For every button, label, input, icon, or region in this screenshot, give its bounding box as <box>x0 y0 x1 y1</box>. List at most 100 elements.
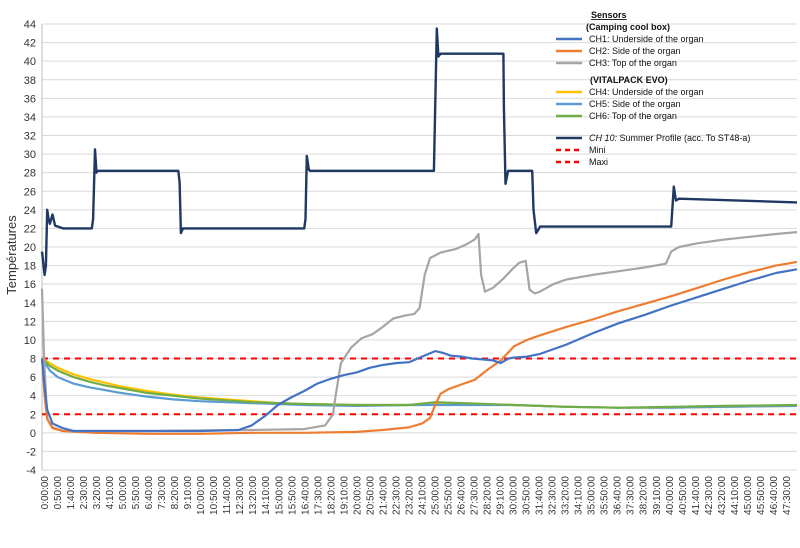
x-tick-label: 12:30:00 <box>235 476 246 515</box>
x-tick-label: 19:10:00 <box>339 476 350 515</box>
x-tick-label: 29:10:00 <box>496 476 507 515</box>
legend-group1-title: (Camping cool box) <box>586 22 670 32</box>
y-tick-label: 38 <box>24 75 36 87</box>
x-tick-label: 20:00:00 <box>352 476 363 515</box>
x-tick-label: 33:20:00 <box>561 476 572 515</box>
x-tick-label: 20:50:00 <box>365 476 376 515</box>
x-tick-label: 15:50:00 <box>287 476 298 515</box>
legend-label-ch4: CH4: Underside of the organ <box>589 87 704 97</box>
x-tick-label: 24:10:00 <box>417 476 428 515</box>
y-tick-label: 44 <box>24 19 36 31</box>
x-tick-label: 0:00:00 <box>40 476 51 510</box>
y-tick-label: 2 <box>30 409 36 421</box>
x-tick-label: 7:30:00 <box>157 476 168 510</box>
x-axis: 0:00:00 0:50:00 1:40:00 2:30:00 3:20:00 4:10:… <box>40 476 793 515</box>
series-lines <box>40 27 798 435</box>
x-tick-label: 3:20:00 <box>92 476 103 510</box>
x-tick-label: 40:50:00 <box>678 476 689 515</box>
x-tick-label: 30:00:00 <box>509 476 520 515</box>
legend-group2-title: (VITALPACK EVO) <box>590 75 668 85</box>
series-line-ch1 <box>40 268 798 433</box>
x-tick-label: 38:20:00 <box>639 476 650 515</box>
y-tick-label: 36 <box>24 93 36 105</box>
x-tick-label: 45:50:00 <box>756 476 767 515</box>
y-tick-label: 20 <box>24 242 36 254</box>
x-tick-label: 35:00:00 <box>587 476 598 515</box>
x-tick-label: 2:30:00 <box>79 476 90 510</box>
x-tick-label: 10:00:00 <box>196 476 207 515</box>
y-tick-label: 18 <box>24 261 36 273</box>
y-tick-label: 12 <box>24 316 36 328</box>
legend-label-maxi: Maxi <box>589 157 608 167</box>
y-tick-label: 26 <box>24 186 36 198</box>
x-tick-label: 41:40:00 <box>691 476 702 515</box>
x-tick-label: 0:50:00 <box>53 476 64 510</box>
x-tick-label: 10:50:00 <box>209 476 220 515</box>
y-tick-label: 8 <box>30 354 36 366</box>
x-tick-label: 25:00:00 <box>430 476 441 515</box>
series-line-ch6 <box>41 357 798 409</box>
x-tick-label: 16:40:00 <box>300 476 311 515</box>
x-tick-label: 36:40:00 <box>613 476 624 515</box>
y-axis-label: Températures <box>4 215 19 295</box>
x-tick-label: 35:50:00 <box>600 476 611 515</box>
legend-label-ch1: CH1: Underside of the organ <box>589 34 704 44</box>
y-tick-label: 14 <box>24 298 36 310</box>
x-tick-label: 30:50:00 <box>522 476 533 515</box>
x-tick-label: 6:40:00 <box>144 476 155 510</box>
x-tick-label: 14:10:00 <box>261 476 272 515</box>
y-tick-label: 30 <box>24 149 36 161</box>
series-line-ch10 <box>40 27 798 277</box>
legend-label-ch6: CH6: Top of the organ <box>589 111 677 121</box>
x-tick-label: 25:50:00 <box>443 476 454 515</box>
x-tick-label: 28:20:00 <box>483 476 494 515</box>
legend-sensors-title: Sensors <box>591 10 627 20</box>
x-tick-label: 39:10:00 <box>652 476 663 515</box>
y-tick-label: 22 <box>24 223 36 235</box>
x-tick-label: 31:40:00 <box>535 476 546 515</box>
x-tick-label: 45:00:00 <box>743 476 754 515</box>
x-tick-label: 5:00:00 <box>118 476 129 510</box>
y-tick-label: -4 <box>26 465 36 477</box>
x-tick-label: 34:10:00 <box>574 476 585 515</box>
x-tick-label: 13:20:00 <box>248 476 259 515</box>
x-tick-label: 32:30:00 <box>548 476 559 515</box>
x-tick-label: 18:20:00 <box>326 476 337 515</box>
y-axis: -4-2024681012141618202224262830323436384… <box>24 19 43 477</box>
x-tick-label: 26:40:00 <box>457 476 468 515</box>
x-tick-label: 17:30:00 <box>313 476 324 515</box>
x-tick-label: 23:20:00 <box>404 476 415 515</box>
y-tick-label: 40 <box>24 56 36 68</box>
y-tick-label: 4 <box>30 391 36 403</box>
y-tick-label: -2 <box>26 446 36 458</box>
x-tick-label: 5:50:00 <box>131 476 142 510</box>
x-tick-label: 44:10:00 <box>730 476 741 515</box>
legend-label-mini: Mini <box>589 145 606 155</box>
x-tick-label: 4:10:00 <box>105 476 116 510</box>
series-line-ch3 <box>40 231 798 433</box>
y-tick-label: 28 <box>24 168 36 180</box>
x-tick-label: 15:00:00 <box>274 476 285 515</box>
y-tick-label: 24 <box>24 205 36 217</box>
x-tick-label: 46:40:00 <box>769 476 780 515</box>
x-tick-label: 22:30:00 <box>391 476 402 515</box>
y-tick-label: 6 <box>30 372 36 384</box>
y-tick-label: 16 <box>24 279 36 291</box>
legend: Sensors (Camping cool box) (VITALPACK EV… <box>556 10 750 167</box>
legend-label-ch10: CH 10: Summer Profile (acc. To ST48-a) <box>589 133 750 143</box>
x-tick-label: 11:40:00 <box>222 476 233 515</box>
y-tick-label: 32 <box>24 131 36 143</box>
x-tick-label: 37:30:00 <box>626 476 637 515</box>
legend-label-ch5: CH5: Side of the organ <box>589 99 681 109</box>
x-tick-label: 9:10:00 <box>183 476 194 510</box>
legend-label-ch3: CH3: Top of the organ <box>589 58 677 68</box>
x-tick-label: 27:30:00 <box>470 476 481 515</box>
x-tick-label: 42:30:00 <box>704 476 715 515</box>
x-tick-label: 1:40:00 <box>66 476 77 510</box>
y-tick-label: 10 <box>24 335 36 347</box>
series-line-ch5 <box>41 357 798 409</box>
x-tick-label: 40:00:00 <box>665 476 676 515</box>
series-line-ch2 <box>40 260 798 435</box>
x-tick-label: 47:30:00 <box>782 476 793 515</box>
